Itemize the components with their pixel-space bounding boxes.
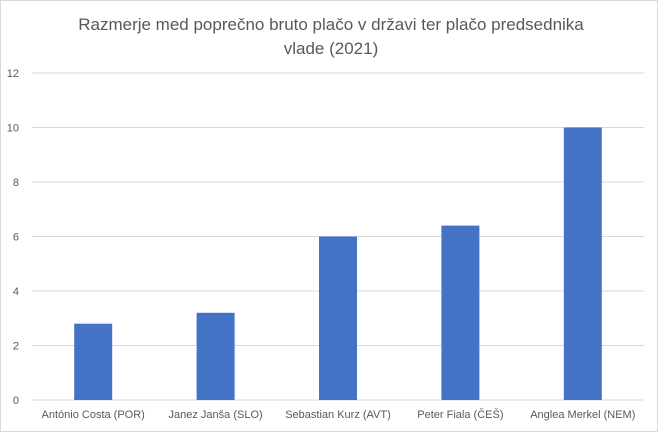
chart-title: Razmerje med poprečno bruto plačo v drža… xyxy=(78,15,584,58)
bar xyxy=(196,312,235,400)
y-tick-label: 2 xyxy=(13,341,19,353)
bar xyxy=(74,323,113,400)
x-tick-label: Anglea Merkel (NEM) xyxy=(530,409,635,421)
y-tick-label: 0 xyxy=(13,395,19,407)
x-tick-label: Sebastian Kurz (AVT) xyxy=(285,409,391,421)
x-tick-label: Janez Janša (SLO) xyxy=(169,409,263,421)
bar xyxy=(319,236,357,400)
x-tick-label: Peter Fiala (ČEŠ) xyxy=(417,408,503,421)
y-tick-label: 4 xyxy=(13,286,19,298)
y-tick-label: 10 xyxy=(7,123,19,135)
bar xyxy=(441,225,480,400)
x-tick-label: António Costa (POR) xyxy=(42,409,145,421)
y-tick-label: 8 xyxy=(13,177,19,189)
y-tick-label: 6 xyxy=(13,232,19,244)
bar xyxy=(563,127,602,400)
y-tick-label: 12 xyxy=(7,68,19,80)
